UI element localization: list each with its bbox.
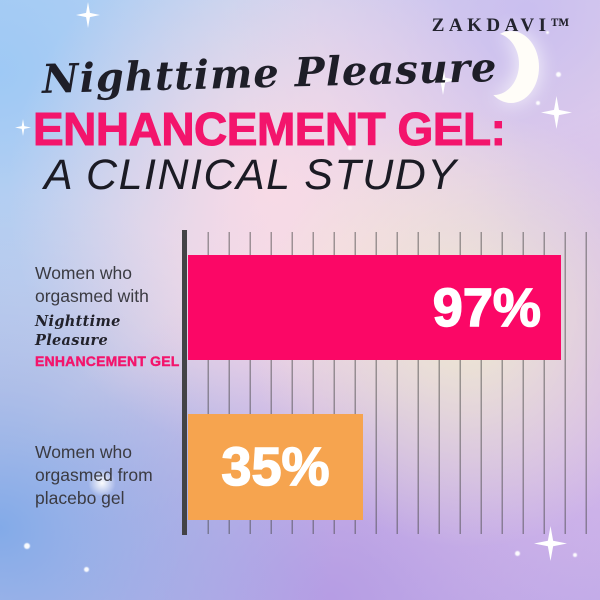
star-dot-icon: [556, 72, 561, 77]
label-line: orgasmed with: [35, 286, 149, 307]
crescent-moon-icon: [483, 31, 539, 103]
star-dot-icon: [546, 31, 549, 34]
bar-value-label: 35%: [221, 436, 331, 498]
sparkle-icon: [541, 96, 572, 129]
title-subheadline: A CLINICAL STUDY: [44, 151, 458, 199]
star-dot-icon: [573, 553, 577, 557]
sparkle-icon: [76, 2, 100, 28]
bar-value-label: 97%: [432, 277, 542, 339]
label-line: placebo gel: [35, 488, 125, 509]
sparkle-glow-icon: [88, 469, 116, 497]
star-dot-icon: [84, 567, 89, 572]
category-label-enhancement-gel: Women who orgasmed with Nighttime Pleasu…: [35, 262, 187, 371]
label-product-name: ENHANCEMENT GEL: [35, 353, 180, 370]
star-dot-icon: [536, 101, 540, 105]
label-line: Women who: [35, 442, 132, 462]
star-dot-icon: [24, 543, 30, 549]
label-line: orgasmed from: [35, 465, 153, 486]
chart-y-axis: [182, 230, 187, 535]
sparkle-icon: [15, 119, 31, 136]
bar-placebo-gel: 35%: [188, 414, 363, 520]
category-label-placebo-gel: Women who orgasmed from placebo gel: [35, 441, 187, 510]
title-headline: ENHANCEMENT GEL:: [32, 103, 506, 155]
label-line: Women who: [35, 263, 132, 283]
brand-logo: ZAKDAVI™: [431, 15, 574, 36]
title-script-line: Nighttime Pleasure: [41, 44, 498, 103]
star-dot-icon: [348, 146, 352, 150]
star-dot-icon: [515, 551, 520, 556]
bar-enhancement-gel: 97%: [188, 255, 561, 360]
label-product-script: Nighttime Pleasure: [35, 313, 121, 350]
